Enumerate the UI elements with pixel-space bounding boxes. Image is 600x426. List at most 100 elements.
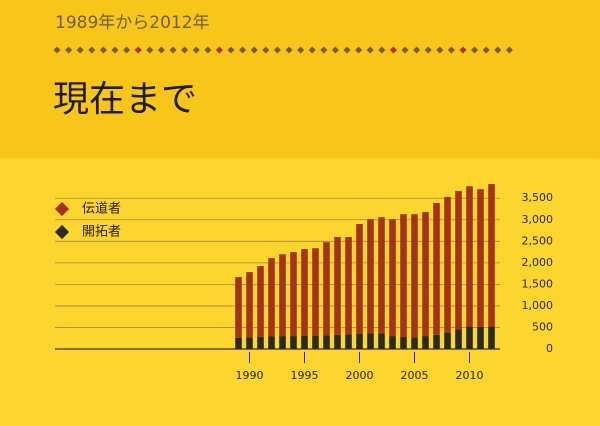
y-tick-label: 1,000 xyxy=(522,299,554,312)
divider-dot xyxy=(169,46,177,54)
bar-segment xyxy=(488,326,495,349)
divider-dot xyxy=(366,46,374,54)
bar-segment xyxy=(411,214,418,338)
divider-dot xyxy=(157,46,165,54)
bar-segment xyxy=(334,334,341,349)
y-tick-label: 2,000 xyxy=(522,256,554,269)
divider-dot xyxy=(285,46,293,54)
bar-segment xyxy=(235,337,242,349)
bar-segment xyxy=(389,336,396,349)
divider-dot xyxy=(331,46,339,54)
y-tick-label: 1,500 xyxy=(522,277,554,290)
bar-segment xyxy=(323,335,330,349)
bar-segment xyxy=(367,219,374,334)
divider-dot xyxy=(343,46,351,54)
divider-dot xyxy=(471,46,479,54)
bar-segment xyxy=(290,336,297,349)
y-tick-label: 0 xyxy=(546,342,553,355)
bar-segment xyxy=(334,237,341,335)
bar-segment xyxy=(400,336,407,349)
divider-dot xyxy=(215,46,223,54)
bar-segment xyxy=(466,186,473,327)
legend-label: 開拓者 xyxy=(82,225,121,240)
divider-dot xyxy=(494,46,502,54)
bar-segment xyxy=(323,242,330,336)
bar-segment xyxy=(235,277,242,338)
divider-dot xyxy=(134,46,142,54)
x-tick-label: 2010 xyxy=(456,369,484,382)
bar-segment xyxy=(268,258,275,337)
bar-segment xyxy=(411,337,418,349)
bar-segment xyxy=(477,189,484,328)
bar-segment xyxy=(477,327,484,349)
bar-segment xyxy=(455,329,462,349)
x-tick-label: 1995 xyxy=(291,369,319,382)
bar-segment xyxy=(312,335,319,349)
bar-segment xyxy=(444,196,451,333)
x-tick-label: 1990 xyxy=(236,369,264,382)
divider-dot xyxy=(262,46,270,54)
legend-label: 伝道者 xyxy=(82,202,121,217)
divider-dot xyxy=(181,46,189,54)
bar-segment xyxy=(268,336,275,349)
bar-segment xyxy=(301,335,308,349)
bar-segment xyxy=(433,202,440,335)
bar-segment xyxy=(301,249,308,336)
bar-segment xyxy=(257,336,264,349)
bar-segment xyxy=(433,334,440,349)
bar-segment xyxy=(455,190,462,330)
y-tick-label: 3,500 xyxy=(522,191,554,204)
divider-dot xyxy=(505,46,513,54)
bar-segment xyxy=(257,266,264,337)
divider-dot xyxy=(250,46,258,54)
bar-segment xyxy=(466,326,473,349)
bar-segment xyxy=(345,237,352,335)
divider-dot xyxy=(273,46,281,54)
divider-dot xyxy=(355,46,363,54)
divider-dot xyxy=(146,46,154,54)
y-tick-label: 500 xyxy=(532,320,553,333)
bar-segment xyxy=(422,212,429,337)
divider-dot xyxy=(378,46,386,54)
bar-segment xyxy=(356,224,363,334)
divider-dot xyxy=(297,46,305,54)
title: 現在まで xyxy=(53,79,197,120)
bar-segment xyxy=(312,248,319,336)
divider-dot xyxy=(227,46,235,54)
divider-dot xyxy=(482,46,490,54)
subtitle: 1989年から2012年 xyxy=(55,13,210,33)
bar-segment xyxy=(356,333,363,349)
x-tick-label: 2005 xyxy=(401,369,429,382)
divider-dot xyxy=(192,46,200,54)
bar-segment xyxy=(345,334,352,349)
divider-dot xyxy=(413,46,421,54)
bar-segment xyxy=(444,332,451,349)
divider-dot xyxy=(204,46,212,54)
divider-dot xyxy=(308,46,316,54)
y-tick-label: 2,500 xyxy=(522,234,554,247)
x-tick-label: 2000 xyxy=(346,369,374,382)
divider-dot xyxy=(424,46,432,54)
bar-segment xyxy=(246,272,253,338)
divider-dot xyxy=(389,46,397,54)
bar-segment xyxy=(378,217,385,334)
divider-dot xyxy=(459,46,467,54)
bar-segment xyxy=(400,214,407,337)
bar-segment xyxy=(367,333,374,349)
divider-dot xyxy=(239,46,247,54)
bar-segment xyxy=(246,337,253,349)
divider-dot xyxy=(401,46,409,54)
bar-segment xyxy=(422,336,429,349)
bar-segment xyxy=(279,254,286,337)
bar-segment xyxy=(290,252,297,337)
bar-segment xyxy=(378,333,385,349)
bar-segment xyxy=(389,219,396,337)
bar-segment xyxy=(488,184,495,327)
header-band xyxy=(0,0,600,158)
divider-dot xyxy=(436,46,444,54)
bar-segment xyxy=(279,336,286,349)
y-tick-label: 3,000 xyxy=(522,213,554,226)
divider-dot xyxy=(320,46,328,54)
